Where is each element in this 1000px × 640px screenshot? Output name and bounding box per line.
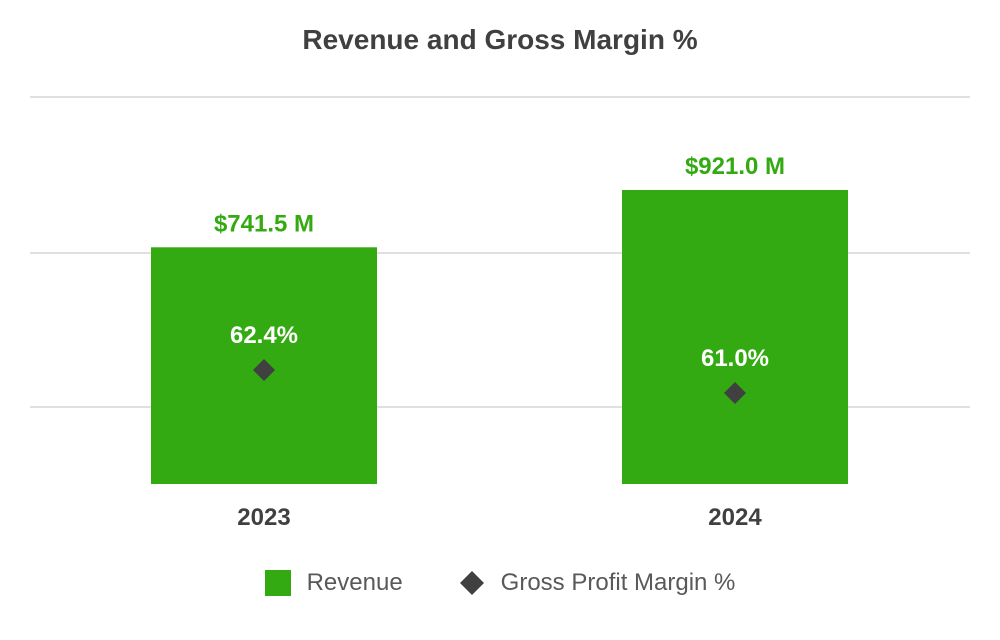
- legend: Revenue Gross Profit Margin %: [0, 566, 1000, 600]
- x-tick-label-2024: 2024: [708, 504, 762, 531]
- legend-item-gross-margin: Gross Profit Margin %: [455, 566, 736, 600]
- legend-diamond-icon: [459, 571, 484, 595]
- data-label-revenue-2024: $921.0 M: [685, 153, 785, 180]
- legend-label-revenue: Revenue: [306, 569, 403, 596]
- data-label-gross-margin-2024: 61.0%: [701, 345, 769, 372]
- chart-title: Revenue and Gross Margin %: [302, 24, 698, 55]
- legend-swatch-revenue: [264, 570, 291, 596]
- marker-gross-margin-2024: [724, 382, 746, 404]
- data-label-revenue-2023: $741.5 M: [214, 210, 314, 237]
- legend-label-gross-margin: Gross Profit Margin %: [500, 569, 736, 596]
- data-label-gross-margin-2023: 62.4%: [230, 322, 298, 349]
- bar-revenue-2024: [622, 190, 848, 484]
- x-tick-label-2023: 2023: [237, 504, 290, 531]
- marker-gross-margin-2023: [253, 359, 275, 381]
- legend-item-revenue: Revenue: [264, 569, 403, 597]
